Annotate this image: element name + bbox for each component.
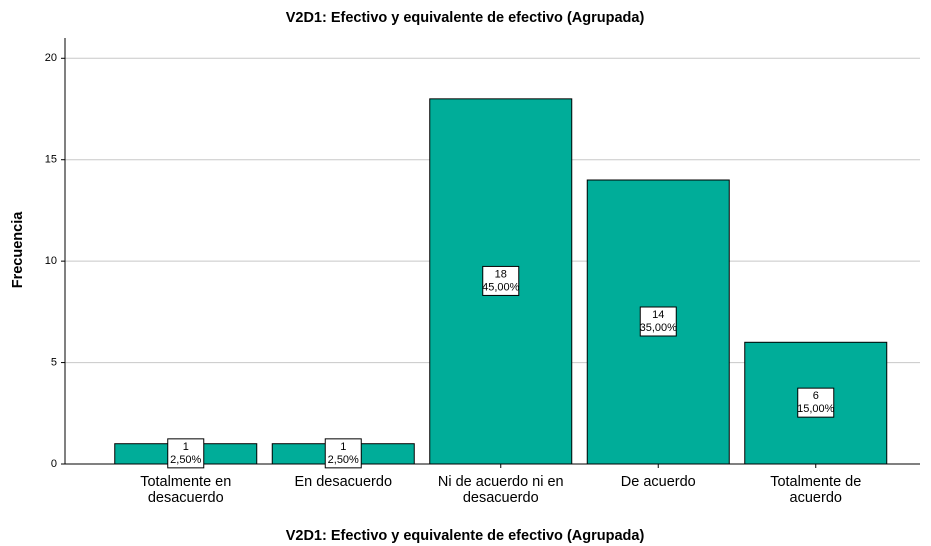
data-label: 1 — [183, 441, 189, 453]
data-label-box — [324, 438, 362, 469]
data-label-percent: 45,00% — [482, 281, 520, 293]
y-tick-label: 5 — [51, 356, 57, 368]
chart-title: V2D1: Efectivo y equivalente de efectivo… — [286, 10, 645, 26]
x-axis-label: V2D1: Efectivo y equivalente de efectivo… — [286, 528, 645, 544]
x-tick-label: En desacuerdo — [294, 474, 393, 490]
x-tick-label: Totalmente en desacuerdo — [140, 474, 232, 506]
x-tick-label: Ni de acuerdo ni en desacuerdo — [437, 474, 564, 506]
data-label-box — [639, 306, 677, 337]
data-label-box — [482, 265, 520, 296]
data-label-box — [797, 387, 835, 418]
y-axis-label: Frecuencia — [10, 211, 26, 288]
data-label-percent: 15,00% — [797, 403, 835, 415]
x-tick-label: De acuerdo — [620, 474, 696, 490]
data-label-percent: 2,50% — [328, 454, 359, 466]
y-tick-label: 15 — [45, 154, 57, 166]
x-tick-label: Totalmente de acuerdo — [770, 474, 862, 506]
data-label-percent: 2,50% — [170, 454, 201, 466]
data-label: 18 — [495, 268, 507, 280]
y-tick-label: 10 — [45, 255, 57, 267]
y-tick-label: 20 — [45, 52, 57, 64]
data-label: 1 — [340, 441, 346, 453]
data-label-percent: 35,00% — [640, 322, 678, 334]
data-label: 14 — [652, 309, 664, 321]
y-tick-label: 0 — [51, 458, 57, 470]
data-label: 6 — [813, 390, 819, 402]
data-label-box — [167, 438, 205, 469]
